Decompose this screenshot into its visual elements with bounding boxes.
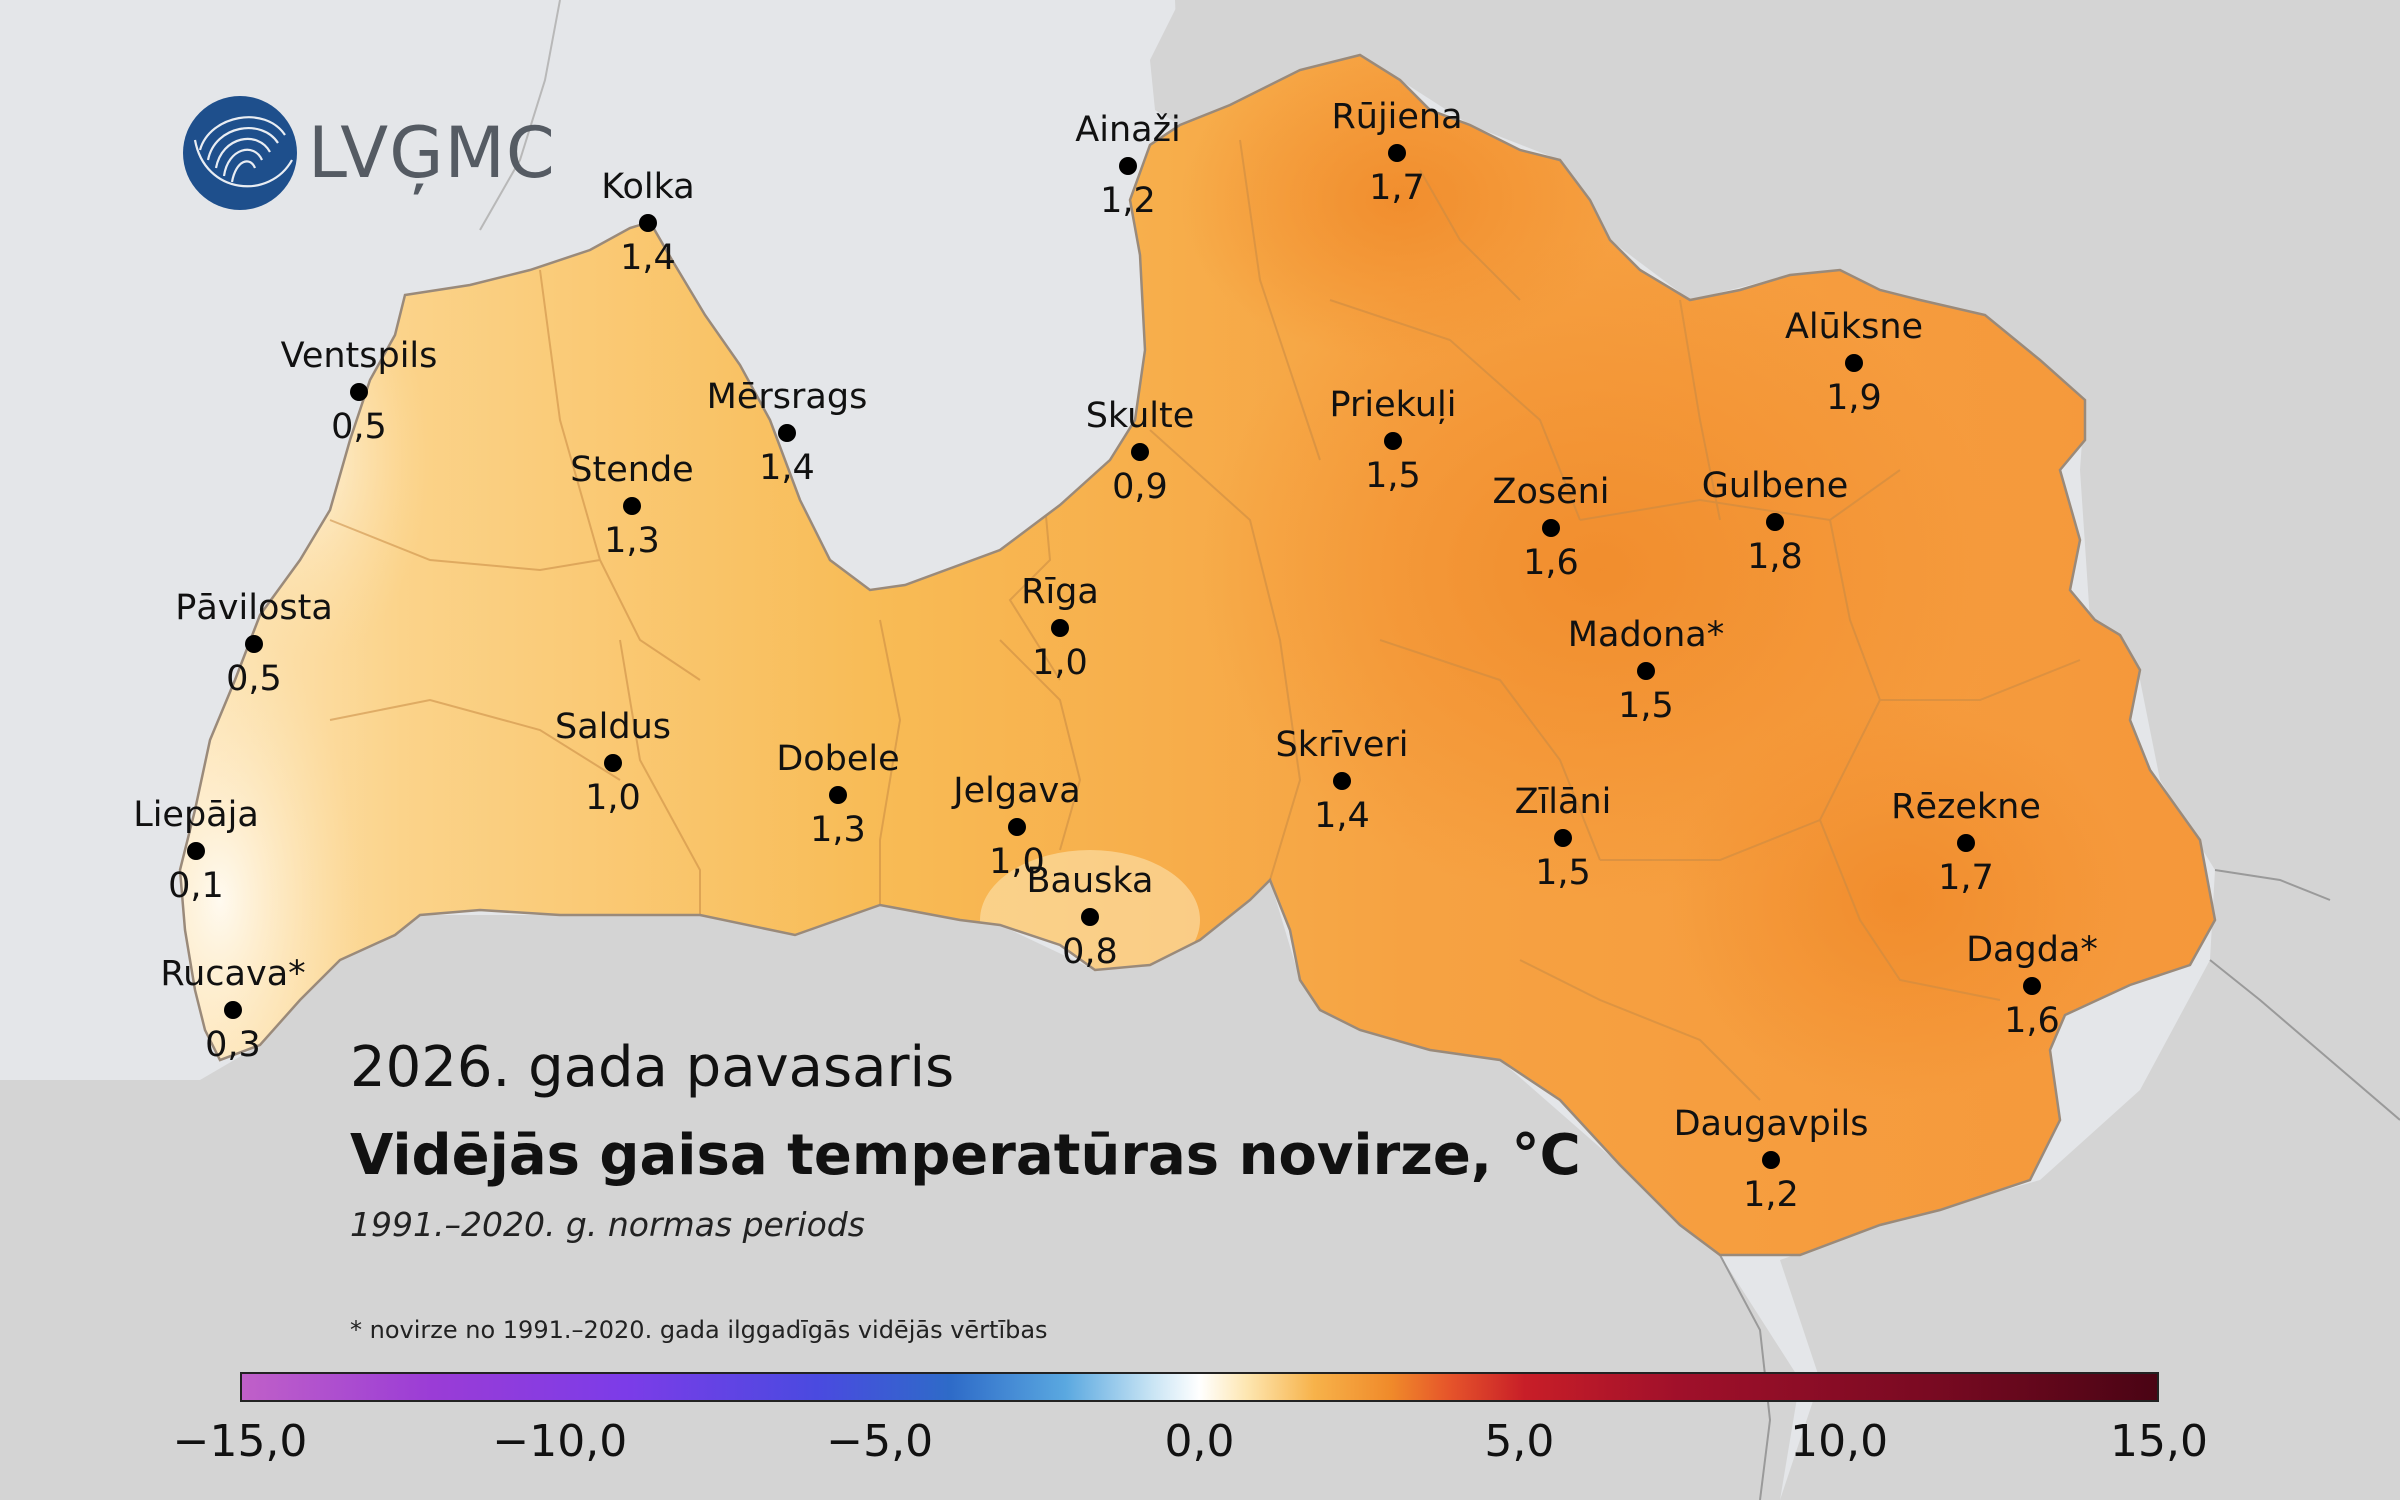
station-value: 1,7	[1369, 168, 1425, 208]
station-marker	[1333, 772, 1351, 790]
station-name: Liepāja	[133, 795, 259, 835]
station-name: Alūksne	[1784, 307, 1924, 347]
station-value: 1,4	[620, 238, 676, 278]
latvia-border	[178, 53, 2217, 1257]
map-main-title: Vidējās gaisa temperatūras novirze, °C	[350, 1123, 1581, 1188]
station-value: 1,7	[1938, 858, 1994, 898]
station-name: Skulte	[1085, 396, 1195, 436]
station-marker	[1119, 157, 1137, 175]
station-value: 0,8	[1062, 932, 1118, 972]
station-marker	[1388, 144, 1406, 162]
station-marker	[639, 214, 657, 232]
station-name: Gulbene	[1701, 466, 1849, 506]
station-marker	[2023, 977, 2041, 995]
station-marker	[224, 1001, 242, 1019]
footnote: * novirze no 1991.–2020. gada ilggadīgās…	[350, 1316, 1048, 1344]
station-marker	[1762, 1151, 1780, 1169]
station-name: Rucava*	[160, 954, 306, 994]
station-name: Kolka	[601, 167, 695, 207]
station-name: Zīlāni	[1514, 782, 1612, 822]
station-name: Dobele	[776, 739, 900, 779]
station-name: Stende	[570, 450, 694, 490]
station-name: Dagda*	[1966, 930, 2098, 970]
station-name: Mērsrags	[706, 377, 868, 417]
station-name: Rūjiena	[1331, 97, 1463, 137]
station-name: Pāvilosta	[175, 588, 333, 628]
map-subtitle: 1991.–2020. g. normas periods	[350, 1205, 865, 1244]
station-value: 1,6	[1523, 543, 1579, 583]
station-marker	[1051, 619, 1069, 637]
station-name: Bauska	[1026, 861, 1154, 901]
station-marker	[1384, 432, 1402, 450]
station-name: Saldus	[554, 707, 672, 747]
station-value: 1,8	[1747, 537, 1803, 577]
station-marker	[604, 754, 622, 772]
station-name: Ventspils	[280, 336, 438, 376]
legend-tick-label: 5,0	[1484, 1416, 1555, 1467]
station-markers	[187, 144, 2041, 1169]
station-value: 1,3	[604, 521, 660, 561]
station-value: 1,0	[585, 778, 641, 818]
legend-tick-label: −5,0	[826, 1416, 934, 1467]
station-value: 1,5	[1618, 686, 1674, 726]
legend-tick-label: 0,0	[1164, 1416, 1235, 1467]
station-value: 1,0	[1032, 643, 1088, 683]
station-name: Rīga	[1021, 572, 1099, 612]
station-marker	[350, 383, 368, 401]
station-name: Priekuļi	[1329, 385, 1457, 425]
station-value: 0,3	[205, 1025, 261, 1065]
legend-tick-label: 15,0	[2110, 1416, 2208, 1467]
station-value: 1,6	[2004, 1001, 2060, 1041]
station-marker	[1637, 662, 1655, 680]
station-value: 0,1	[168, 866, 224, 906]
station-name: Daugavpils	[1673, 1104, 1869, 1144]
station-name: Jelgava	[953, 771, 1081, 811]
station-marker	[1766, 513, 1784, 531]
station-value: 1,4	[759, 448, 815, 488]
map-season-title: 2026. gada pavasaris	[350, 1035, 955, 1100]
station-value: 1,9	[1826, 378, 1882, 418]
station-marker	[1008, 818, 1026, 836]
station-name: Skrīveri	[1275, 725, 1409, 765]
station-marker	[1131, 443, 1149, 461]
station-name: Zosēni	[1492, 472, 1610, 512]
station-marker	[1957, 834, 1975, 852]
station-marker	[245, 635, 263, 653]
station-name: Rēzekne	[1891, 787, 2041, 827]
station-marker	[1845, 354, 1863, 372]
station-marker	[778, 424, 796, 442]
station-value: 1,5	[1535, 853, 1591, 893]
station-value: 1,4	[1314, 796, 1370, 836]
station-value: 0,5	[331, 407, 387, 447]
station-value: 1,2	[1743, 1175, 1799, 1215]
legend-tick-label: −10,0	[492, 1416, 628, 1467]
legend-tick-label: 10,0	[1790, 1416, 1889, 1467]
station-marker	[829, 786, 847, 804]
station-name: Madona*	[1567, 615, 1725, 655]
logo-text: LVĢMC	[308, 112, 556, 194]
lvgmc-logo-icon	[183, 96, 297, 210]
station-marker	[1542, 519, 1560, 537]
station-value: 1,2	[1100, 181, 1156, 221]
station-name: Ainaži	[1075, 110, 1181, 150]
station-marker	[1554, 829, 1572, 847]
legend-colorbar	[240, 1372, 2159, 1402]
station-value: 1,0	[989, 842, 1045, 882]
station-value: 0,9	[1112, 467, 1168, 507]
legend-tick-label: −15,0	[172, 1416, 308, 1467]
station-marker	[623, 497, 641, 515]
station-marker	[187, 842, 205, 860]
station-value: 0,5	[226, 659, 282, 699]
station-marker	[1081, 908, 1099, 926]
station-value: 1,5	[1365, 456, 1421, 496]
station-value: 1,3	[810, 810, 866, 850]
